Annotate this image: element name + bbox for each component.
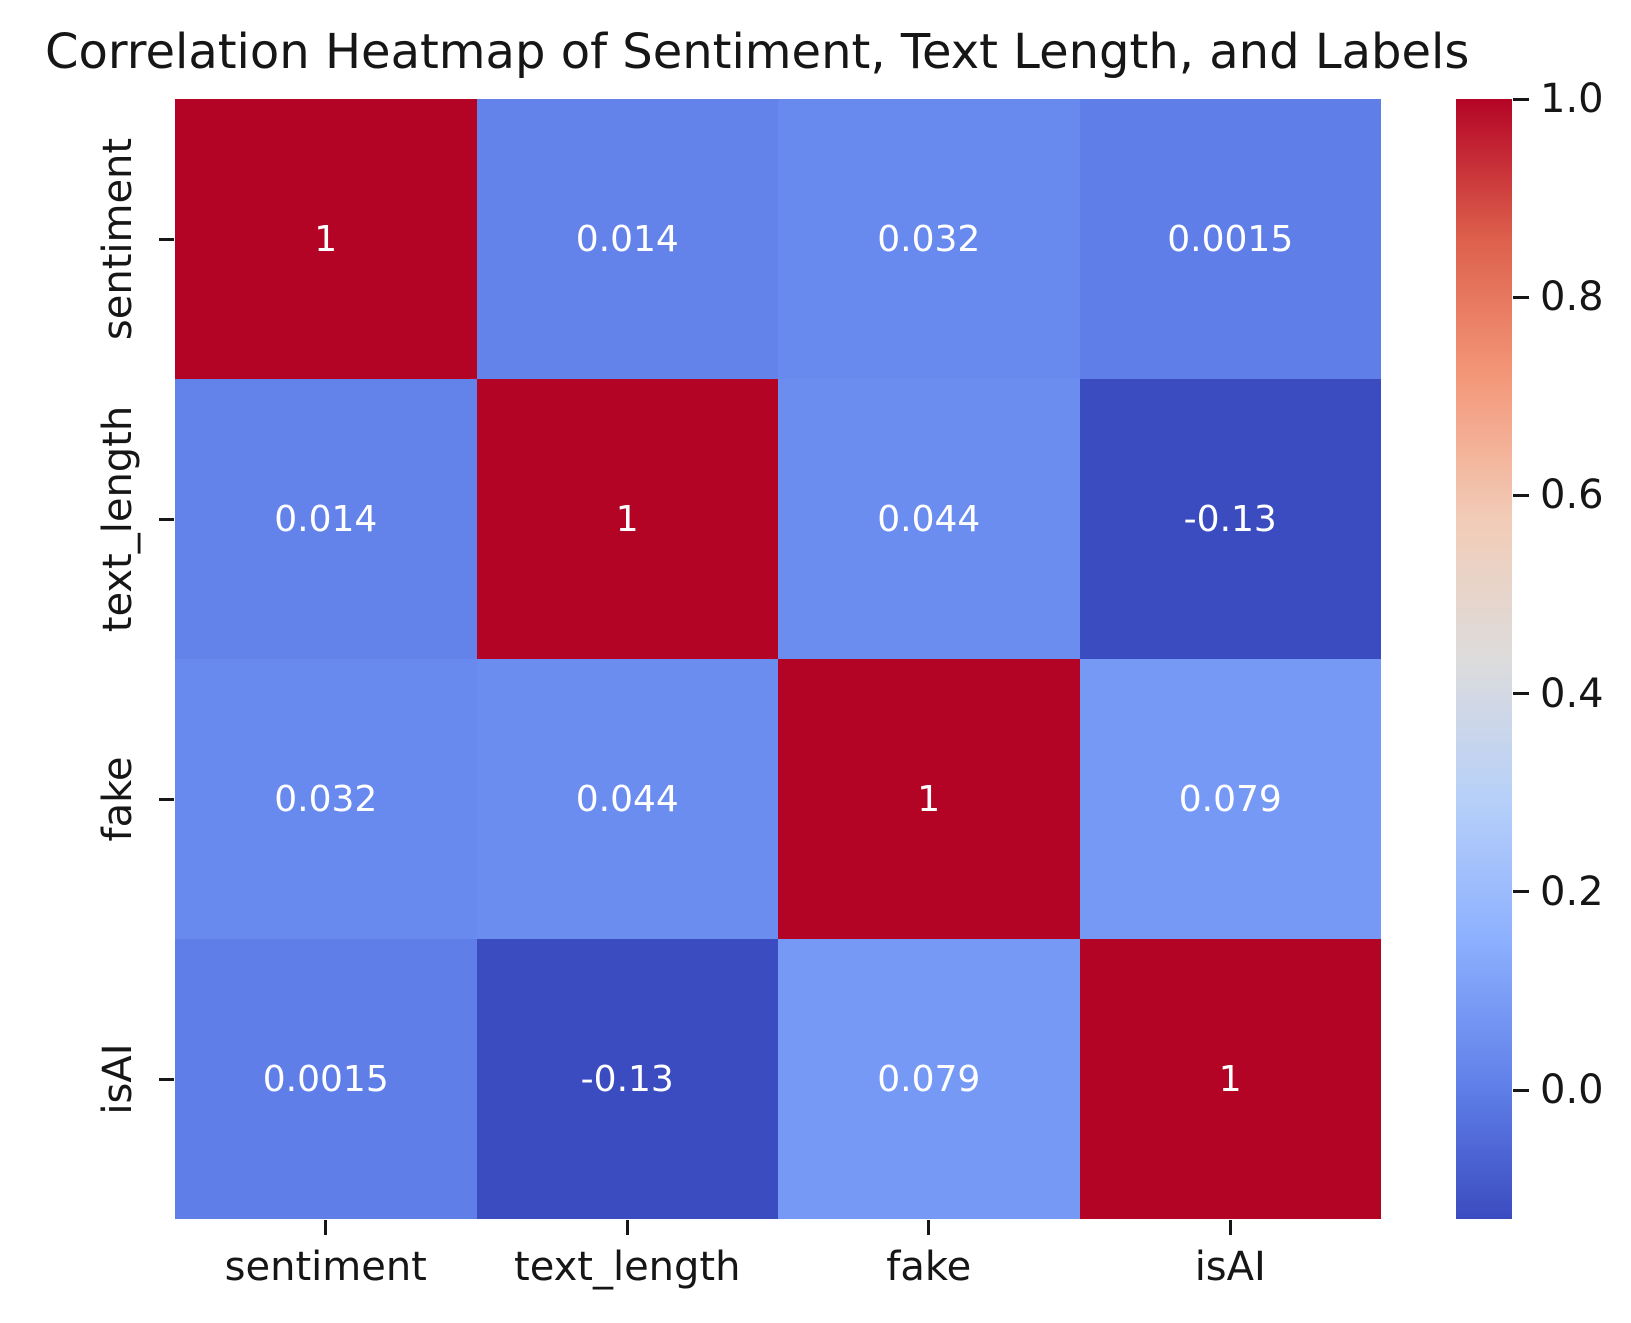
colorbar-tick-mark <box>1513 295 1529 299</box>
colorbar-tick-label: 0.8 <box>1540 274 1604 321</box>
heatmap-cell: 0.032 <box>175 659 477 939</box>
y-tick-label: sentiment <box>95 137 141 341</box>
cell-value: 0.044 <box>877 498 981 540</box>
y-tick-mark <box>159 517 174 521</box>
colorbar-tick-label: 1.0 <box>1540 76 1604 122</box>
heatmap-cell: 0.014 <box>175 379 477 659</box>
cell-value: 0.014 <box>274 498 378 540</box>
heatmap-cell: 1 <box>1079 939 1381 1219</box>
x-tick-label: sentiment <box>224 1244 427 1290</box>
cell-value: 1 <box>314 218 338 260</box>
colorbar-tick-mark <box>1513 890 1529 894</box>
cell-value: 0.0015 <box>1167 218 1294 260</box>
cell-value: -0.13 <box>1183 498 1277 540</box>
heatmap-cell: 0.0015 <box>1079 99 1381 379</box>
colorbar-tick-mark <box>1513 692 1529 696</box>
heatmap-cell: 0.079 <box>1079 659 1381 939</box>
cell-value: 0.032 <box>274 778 378 820</box>
heatmap-cell: 0.044 <box>778 379 1080 659</box>
colorbar-tick-label: 0.4 <box>1540 670 1604 717</box>
cell-value: 1 <box>615 498 639 540</box>
colorbar-tick-label: 0.6 <box>1540 472 1604 519</box>
heatmap-cell: 1 <box>175 99 477 379</box>
y-tick-label: text_length <box>95 405 141 633</box>
heatmap-cell: 1 <box>476 379 778 659</box>
cell-value: 0.0015 <box>262 1058 389 1100</box>
y-tick-label: isAI <box>95 1043 141 1115</box>
cell-value: -0.13 <box>580 1058 674 1100</box>
x-tick-label: isAI <box>1194 1244 1266 1290</box>
heatmap-cell: 0.032 <box>778 99 1080 379</box>
chart-title: Correlation Heatmap of Sentiment, Text L… <box>45 24 1470 80</box>
colorbar <box>1456 99 1512 1219</box>
colorbar-tick-mark <box>1513 1088 1529 1092</box>
heatmap-cell: 1 <box>778 659 1080 939</box>
cell-value: 0.044 <box>575 778 679 820</box>
colorbar-tick-label: 0.2 <box>1540 868 1604 915</box>
heatmap-cell: 0.0015 <box>175 939 477 1219</box>
colorbar-tick-mark <box>1513 97 1529 101</box>
x-tick-label: fake <box>886 1244 972 1290</box>
heatmap-cell: 0.044 <box>476 659 778 939</box>
cell-value: 0.014 <box>575 218 679 260</box>
x-tick-mark <box>1228 1220 1232 1235</box>
y-tick-mark <box>159 1077 174 1081</box>
y-tick-label: fake <box>95 756 141 842</box>
x-tick-mark <box>324 1220 328 1235</box>
x-tick-mark <box>625 1220 629 1235</box>
heatmap-cell: 0.014 <box>476 99 778 379</box>
x-tick-label: text_length <box>514 1244 741 1290</box>
cell-value: 0.079 <box>1178 778 1282 820</box>
heatmap-cell: -0.13 <box>1079 379 1381 659</box>
heatmap-cell: -0.13 <box>476 939 778 1219</box>
colorbar-tick-mark <box>1513 493 1529 497</box>
heatmap-cell: 0.079 <box>778 939 1080 1219</box>
x-axis-labels: sentiment text_length fake isAI <box>175 1244 1381 1296</box>
heatmap-grid: 1 0.014 0.032 0.0015 0.014 1 0.044 -0.13 0.032 0.… <box>175 99 1381 1219</box>
cell-value: 0.032 <box>877 218 981 260</box>
cell-value: 1 <box>1218 1058 1242 1100</box>
x-tick-mark <box>927 1220 931 1235</box>
colorbar-tick-label: 0.0 <box>1540 1067 1604 1114</box>
cell-value: 1 <box>917 778 941 820</box>
cell-value: 0.079 <box>877 1058 981 1100</box>
y-tick-mark <box>159 237 174 241</box>
y-tick-mark <box>159 797 174 801</box>
